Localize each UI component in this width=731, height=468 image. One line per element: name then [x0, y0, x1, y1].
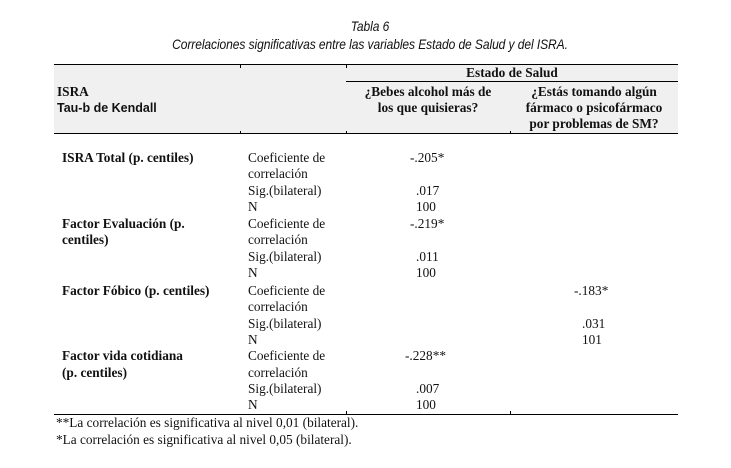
- stat-label-coef: correlación: [248, 232, 308, 247]
- column-tick: [240, 65, 241, 68]
- column-header-line: fármaco o psicofármaco: [525, 100, 663, 115]
- stat-label-n: N: [248, 332, 258, 347]
- cell-n: 100: [416, 199, 436, 214]
- column-header-line: ¿Estás tomando algún: [531, 84, 657, 99]
- column-tick: [346, 131, 347, 134]
- header-bottom-rule: [54, 133, 678, 134]
- table-title: Correlaciones significativas entre las v…: [172, 36, 568, 52]
- cell-coef: -.183*: [574, 283, 609, 298]
- stat-label-sig: Sig.(bilateral): [248, 316, 322, 331]
- stat-label-coef: Coeficiente de: [248, 216, 326, 231]
- stat-label-n: N: [248, 397, 258, 412]
- table-header-background: [54, 65, 678, 133]
- stat-label-sig: Sig.(bilateral): [248, 381, 322, 396]
- column-tick: [510, 411, 511, 414]
- cell-sig: .017: [416, 183, 440, 198]
- column-tick: [240, 131, 241, 134]
- stat-label-coef: correlación: [248, 299, 308, 314]
- table-top-rule: [54, 64, 678, 65]
- cell-n: 100: [416, 397, 436, 412]
- stat-label-n: N: [248, 199, 258, 214]
- stat-label-coef: Coeficiente de: [248, 348, 326, 363]
- group-header-estado-de-salud: Estado de Salud: [466, 65, 558, 80]
- stat-label-coef: correlación: [248, 166, 308, 181]
- footnote-single-star: *La correlación es significativa al nive…: [56, 432, 352, 447]
- column-tick: [346, 65, 347, 68]
- cell-sig: .011: [416, 249, 439, 264]
- row-header-subtitle: Tau-b de Kendall: [57, 101, 157, 115]
- column-header-line: por problemas de SM?: [529, 116, 659, 131]
- stat-label-coef: Coeficiente de: [248, 150, 326, 165]
- stat-label-n: N: [248, 265, 258, 280]
- stat-label-coef: Coeficiente de: [248, 283, 326, 298]
- footnote-double-star: **La correlación es significativa al niv…: [56, 415, 359, 430]
- row-label: Factor Evaluación (p.: [62, 216, 185, 231]
- column-tick: [346, 411, 347, 414]
- cell-sig: .007: [416, 381, 440, 396]
- cell-coef: -.228**: [405, 348, 446, 363]
- row-label: Factor vida cotidiana: [62, 348, 183, 363]
- table-number: Tabla 6: [350, 18, 390, 34]
- row-label: Factor Fóbico (p. centiles): [62, 283, 210, 298]
- cell-coef: -.219*: [410, 216, 445, 231]
- column-header-line: los que quisieras?: [377, 100, 479, 115]
- column-tick: [510, 131, 511, 134]
- row-label: ISRA Total (p. centiles): [62, 150, 194, 165]
- cell-n: 101: [582, 332, 602, 347]
- table-bottom-rule: [54, 414, 678, 415]
- cell-sig: .031: [582, 316, 606, 331]
- stat-label-sig: Sig.(bilateral): [248, 183, 322, 198]
- cell-n: 100: [416, 265, 436, 280]
- row-label: (p. centiles): [62, 365, 127, 380]
- row-label: centiles): [62, 232, 109, 247]
- row-header-title: ISRA: [57, 84, 89, 99]
- cell-coef: -.205*: [410, 150, 445, 165]
- stat-label-coef: correlación: [248, 365, 308, 380]
- column-header-line: ¿Bebes alcohol más de: [364, 84, 492, 99]
- stat-label-sig: Sig.(bilateral): [248, 249, 322, 264]
- group-header-rule: [346, 81, 678, 82]
